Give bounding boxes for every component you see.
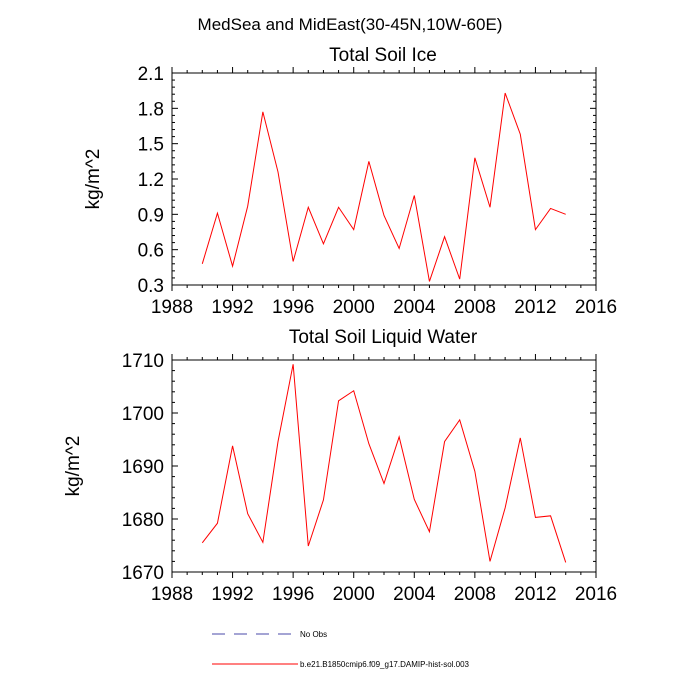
panel-title: Total Soil Liquid Water xyxy=(289,327,478,348)
y-ticks: 0.3 0.6 0.9 1.2 1.5 1.8 2.1 xyxy=(138,64,596,297)
x-tick-label: 1992 xyxy=(211,584,253,605)
x-ticks: 1988 1992 1996 2000 2004 2008 2012 2016 xyxy=(151,354,617,605)
y-tick-label: 0.9 xyxy=(138,205,164,226)
legend-label-no-obs: No Obs xyxy=(300,630,327,639)
x-tick-label: 1992 xyxy=(211,297,253,318)
y-tick-label: 1.8 xyxy=(138,99,164,120)
y-axis-label: kg/m^2 xyxy=(83,149,104,210)
y-ticks: 1670 1680 1690 1700 1710 xyxy=(122,351,596,584)
series-line xyxy=(201,364,567,563)
legend-label-series: b.e21.B1850cmip6.f09_g17.DAMIP-hist-sol.… xyxy=(300,660,470,669)
y-tick-label: 1.2 xyxy=(138,170,164,191)
y-tick-label: 1710 xyxy=(122,351,164,372)
x-tick-label: 1996 xyxy=(272,584,314,605)
figure-title: MedSea and MidEast(30-45N,10W-60E) xyxy=(198,15,503,34)
x-tick-label: 2000 xyxy=(333,297,375,318)
x-tick-label: 2016 xyxy=(575,584,617,605)
y-tick-label: 2.1 xyxy=(138,64,164,85)
x-tick-label: 2004 xyxy=(393,297,436,318)
y-tick-label: 1670 xyxy=(122,563,164,584)
x-tick-label: 2012 xyxy=(514,584,556,605)
y-tick-label: 0.3 xyxy=(138,276,164,297)
x-tick-label: 2012 xyxy=(514,297,556,318)
y-tick-label: 1.5 xyxy=(138,135,164,156)
x-tick-label: 2016 xyxy=(575,297,617,318)
y-tick-label: 1690 xyxy=(122,457,164,478)
panel-total-soil-liquid-water: Total Soil Liquid Water kg/m^2 167016801… xyxy=(63,327,617,605)
x-tick-label: 1996 xyxy=(272,297,314,318)
y-tick-label: 1700 xyxy=(122,404,164,425)
x-tick-label: 2008 xyxy=(454,584,496,605)
legend: No Obs b.e21.B1850cmip6.f09_g17.DAMIP-hi… xyxy=(212,630,470,669)
y-axis-label: kg/m^2 xyxy=(63,436,84,497)
panel-title: Total Soil Ice xyxy=(329,45,437,66)
panel-total-soil-ice: Total Soil Ice kg/m^2 0.3 0.6 0.9 1.2 1.5 1.8… xyxy=(83,45,617,318)
y-tick-label: 0.6 xyxy=(138,241,164,262)
x-tick-label: 1988 xyxy=(151,297,193,318)
x-ticks: 1988 1992 1996 2000 2004 2008 2012 2016 xyxy=(151,67,617,318)
series-line xyxy=(201,92,566,282)
x-tick-label: 2008 xyxy=(454,297,496,318)
plot-frame xyxy=(171,359,597,573)
x-tick-label: 1988 xyxy=(151,584,193,605)
x-tick-label: 2000 xyxy=(333,584,375,605)
x-tick-label: 2004 xyxy=(393,584,436,605)
y-tick-label: 1680 xyxy=(122,510,164,531)
